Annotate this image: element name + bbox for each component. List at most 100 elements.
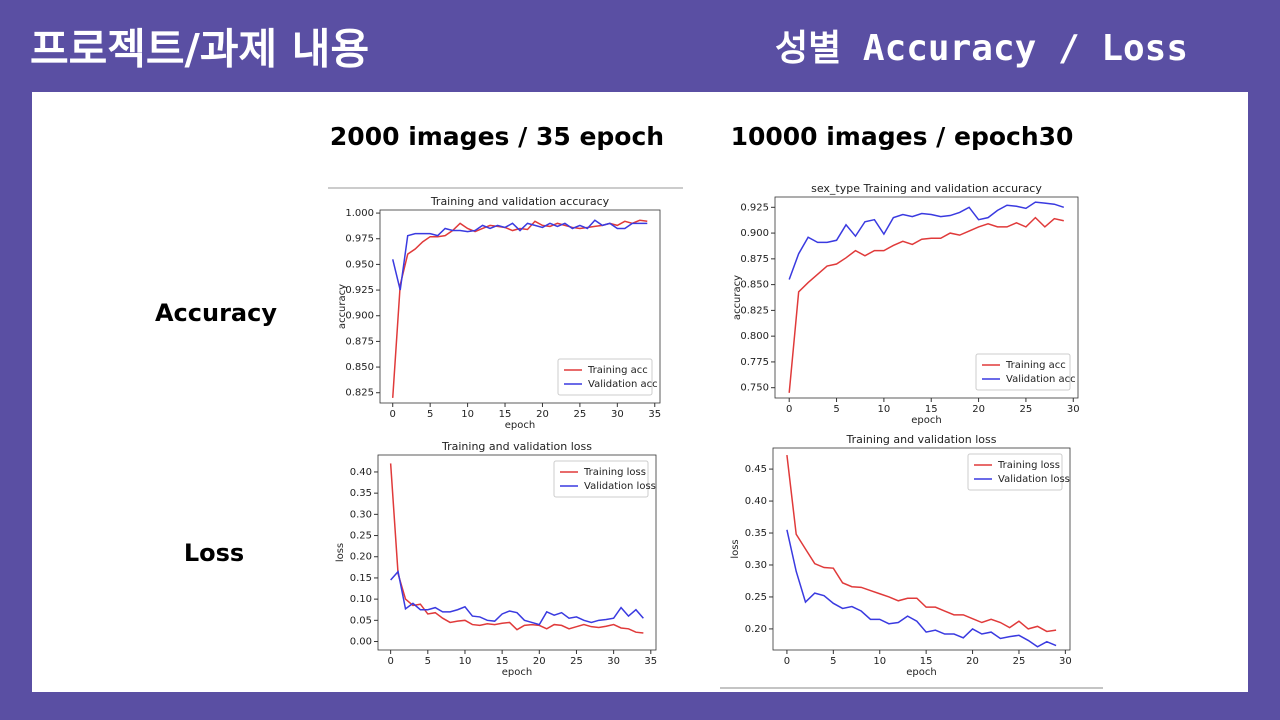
data-line [786,454,1057,633]
x-tick-label: 10 [461,409,474,420]
x-tick-label: 15 [920,656,933,667]
y-tick-label: 0.925 [345,285,374,296]
y-tick-label: 0.975 [345,234,374,245]
column-heading: 10000 images / epoch30 [731,122,1074,151]
y-axis-label: accuracy [732,275,743,320]
x-axis-label: epoch [906,667,936,678]
y-axis-label: accuracy [337,284,348,329]
y-tick-label: 0.20 [350,552,372,563]
legend-box [967,453,1063,491]
slide-title: 프로젝트/과제 내용 [30,25,369,74]
y-tick-label: 0.05 [350,615,372,626]
legend-box [557,358,653,396]
y-tick-label: 0.35 [745,528,767,539]
y-tick-label: 0.45 [745,464,767,475]
plot-frame [772,447,1071,651]
legend-label: Training acc [587,365,648,376]
data-line [786,529,1057,648]
legend-box [975,353,1071,391]
chart-title: Training and validation loss [846,433,997,446]
plot-frame [774,196,1079,399]
x-tick-label: 20 [533,656,546,667]
x-tick-label: 10 [459,656,472,667]
x-tick-label: 5 [830,656,836,667]
x-tick-label: 30 [1059,656,1072,667]
y-tick-label: 0.00 [350,637,372,648]
x-tick-label: 30 [611,409,624,420]
plot-frame [377,454,657,651]
x-tick-label: 25 [1013,656,1026,667]
data-line [390,569,644,626]
x-tick-label: 0 [390,409,396,420]
y-tick-label: 0.30 [745,560,767,571]
slide-subtitle: 성별 Accuracy / Loss [775,28,1188,69]
data-line [788,216,1064,393]
chart-title: Training and validation loss [441,440,592,453]
y-tick-label: 0.25 [350,531,372,542]
y-tick-label: 0.750 [740,383,769,394]
chart-title: sex_type Training and validation accurac… [811,182,1042,195]
x-tick-label: 10 [873,656,886,667]
x-tick-label: 25 [570,656,583,667]
y-tick-label: 0.825 [740,305,769,316]
y-tick-label: 1.000 [345,208,374,219]
y-tick-label: 0.900 [740,228,769,239]
y-tick-label: 0.875 [740,254,769,265]
data-line [392,219,648,291]
y-tick-label: 0.40 [350,467,372,478]
x-tick-label: 35 [644,656,657,667]
legend-label: Training loss [583,467,646,478]
x-tick-label: 30 [607,656,620,667]
plot-frame [379,209,661,404]
y-tick-label: 0.775 [740,357,769,368]
x-tick-label: 15 [496,656,509,667]
x-tick-label: 30 [1067,404,1080,415]
y-axis-label: loss [730,539,741,558]
y-tick-label: 0.950 [345,259,374,270]
x-tick-label: 5 [427,409,433,420]
x-tick-label: 25 [1020,404,1033,415]
y-tick-label: 0.20 [745,624,767,635]
x-axis-label: epoch [911,415,941,426]
y-tick-label: 0.825 [345,388,374,399]
data-line [389,463,644,634]
x-tick-label: 0 [784,656,790,667]
column-heading: 2000 images / 35 epoch [330,122,664,151]
y-axis-label: loss [335,543,346,562]
y-tick-label: 0.850 [740,280,769,291]
chart-title: Training and validation accuracy [430,195,610,208]
x-axis-label: epoch [502,667,532,678]
x-tick-label: 20 [972,404,985,415]
x-tick-label: 15 [925,404,938,415]
x-tick-label: 10 [878,404,891,415]
legend-label: Validation loss [998,474,1070,485]
y-tick-label: 0.40 [745,496,767,507]
x-axis-label: epoch [505,420,535,431]
x-tick-label: 20 [966,656,979,667]
y-tick-label: 0.925 [740,202,769,213]
legend-box [553,460,649,498]
y-tick-label: 0.35 [350,488,372,499]
x-tick-label: 15 [499,409,512,420]
data-line [788,201,1065,280]
x-tick-label: 35 [648,409,661,420]
y-tick-label: 0.25 [745,592,767,603]
y-tick-label: 0.800 [740,331,769,342]
y-tick-label: 0.900 [345,311,374,322]
legend-label: Validation loss [584,481,656,492]
y-tick-label: 0.30 [350,509,372,520]
legend-label: Training loss [997,460,1060,471]
row-heading: Accuracy [155,299,277,327]
y-tick-label: 0.15 [350,573,372,584]
y-tick-label: 0.875 [345,336,374,347]
x-tick-label: 0 [786,404,792,415]
x-tick-label: 5 [833,404,839,415]
x-tick-label: 25 [574,409,587,420]
x-tick-label: 5 [425,656,431,667]
legend-label: Validation acc [1006,374,1076,385]
legend-label: Validation acc [588,379,658,390]
x-tick-label: 0 [387,656,393,667]
legend-label: Training acc [1005,360,1066,371]
